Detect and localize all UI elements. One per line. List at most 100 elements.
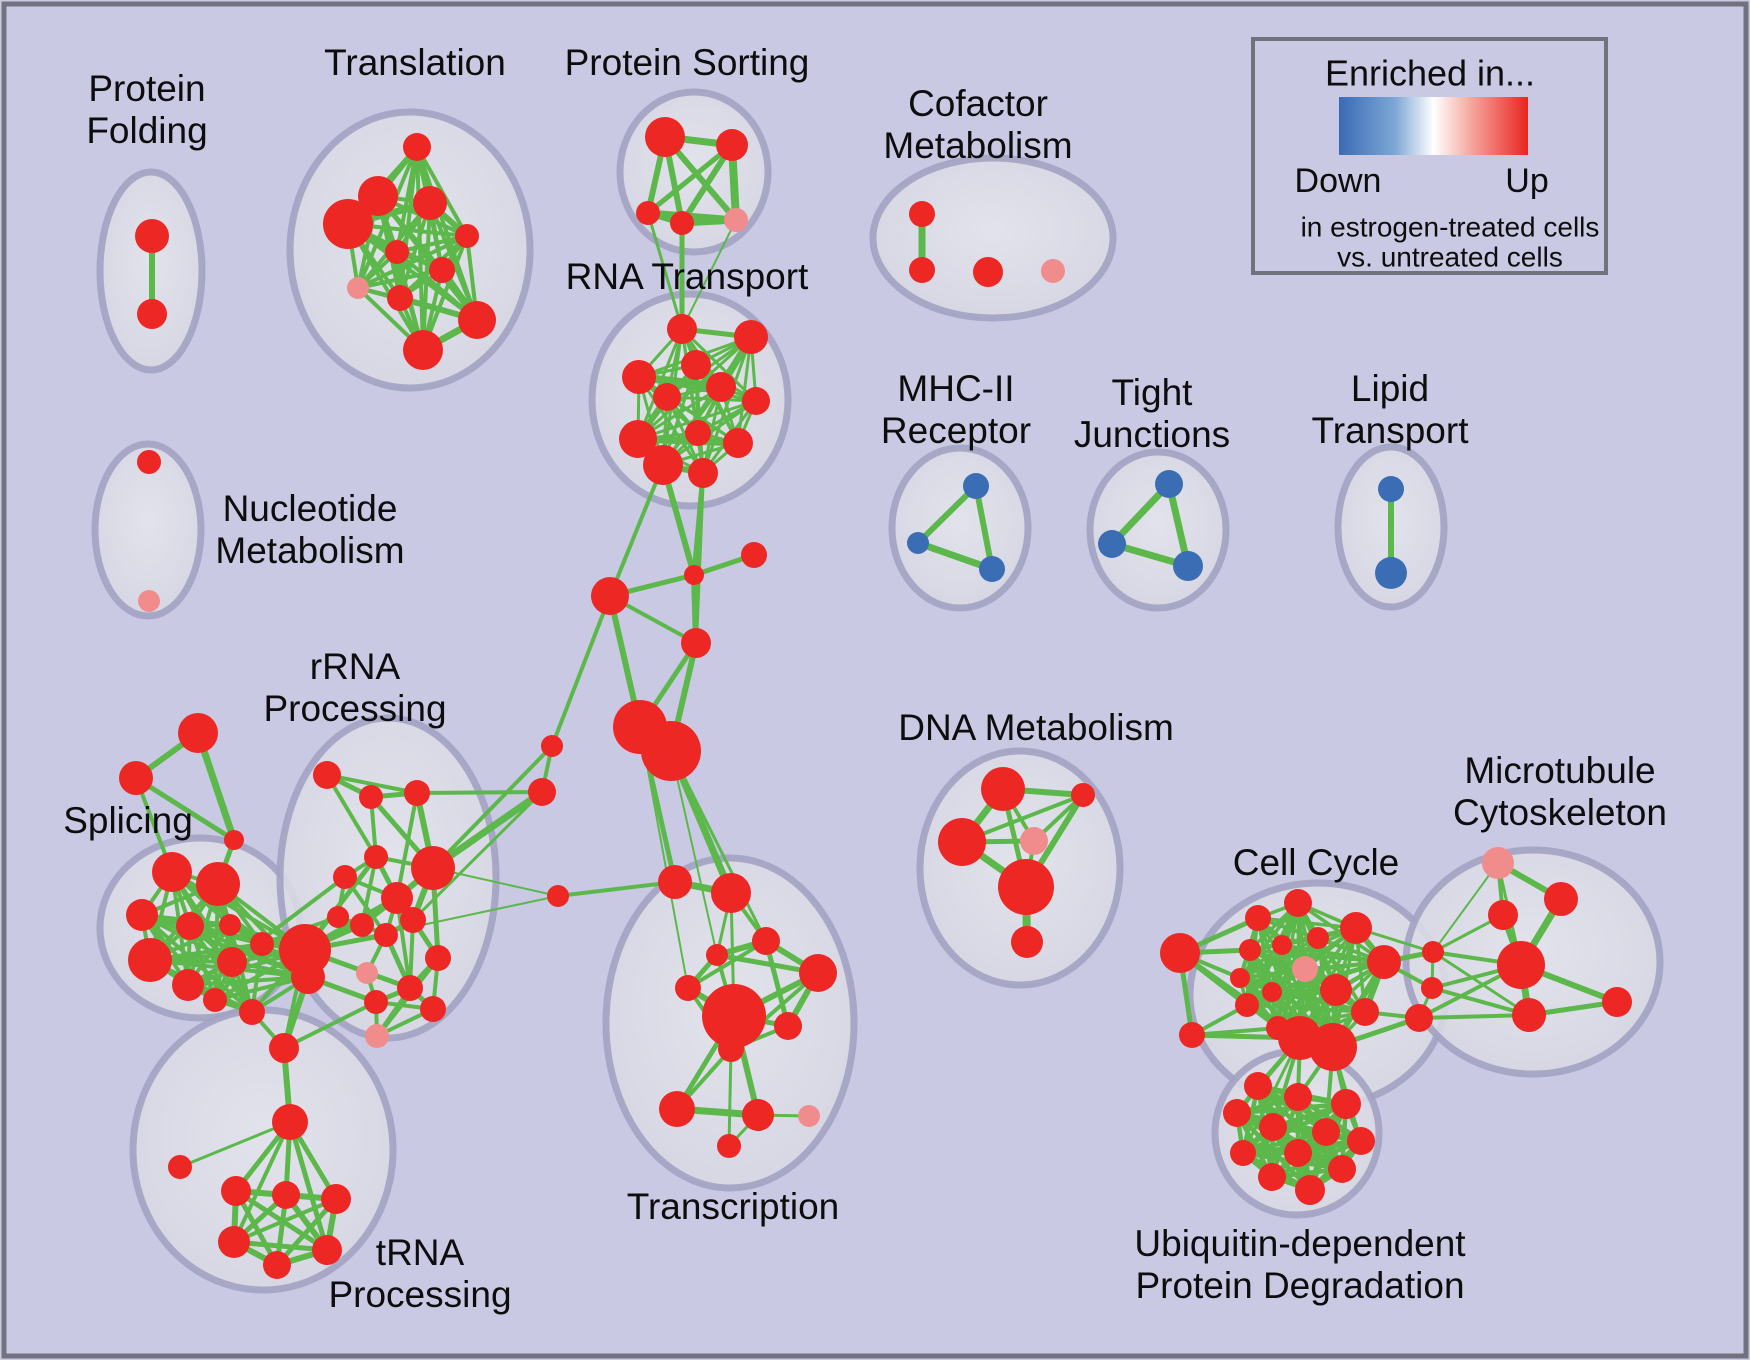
gene-set-node-red [1307, 927, 1329, 949]
cluster-label-dna_metabolism: DNA Metabolism [898, 707, 1174, 748]
gene-set-node-red [119, 761, 153, 795]
gene-set-node-red [203, 988, 227, 1012]
gene-set-node-red [323, 199, 373, 249]
gene-set-node-red [1602, 987, 1632, 1017]
gene-set-node-red [239, 999, 265, 1025]
edge [356, 234, 469, 290]
gene-set-node-blue [1375, 557, 1407, 589]
edge [645, 142, 735, 216]
gene-set-node-pink [1020, 827, 1048, 855]
edge [646, 211, 684, 331]
gene-set-node-red [1235, 993, 1259, 1017]
gene-set-node-red [981, 767, 1025, 811]
edge [736, 335, 753, 445]
cluster-label-translation: Translation [324, 42, 506, 83]
cluster-label-cell_cycle: Cell Cycle [1233, 842, 1400, 883]
gene-set-node-red [279, 924, 331, 976]
edge [282, 1000, 378, 1050]
gene-set-node-red [1259, 1113, 1287, 1141]
gene-set-node-red [218, 1226, 250, 1258]
gene-set-node-red [1497, 941, 1545, 989]
edge [1270, 990, 1367, 1014]
gene-set-node-red [1309, 1023, 1357, 1071]
cluster-ellipse-cofactor_metabolism [869, 154, 1117, 322]
cluster-labels-layer: Protein Folding Translation Protein Sorting… [63, 42, 1667, 1315]
cluster-label-rna_transport: RNA Transport [566, 256, 809, 297]
edge [914, 539, 996, 573]
gene-set-node-red [670, 211, 694, 235]
gene-set-node-red [1488, 900, 1518, 930]
edge [636, 399, 758, 441]
gene-set-node-red [400, 907, 426, 933]
gene-set-node-red [403, 133, 431, 161]
legend: Enriched in... Down Up in estrogen-treat… [1251, 37, 1608, 275]
gene-set-node-red [455, 224, 479, 248]
legend-title: Enriched in... [1325, 53, 1535, 94]
gene-set-node-red [178, 713, 218, 753]
edge [411, 790, 544, 922]
gene-set-node-red [333, 865, 357, 889]
gene-set-node-red [706, 944, 728, 966]
gene-set-node-red [1071, 783, 1095, 807]
gene-set-node-red [1340, 912, 1372, 944]
gene-set-node-red [909, 201, 935, 227]
gene-set-node-red [752, 927, 780, 955]
gene-set-node-red [742, 1099, 774, 1131]
gene-set-node-red [1258, 1163, 1286, 1191]
gene-set-node-red [413, 186, 447, 220]
gene-set-node-red [1272, 935, 1292, 955]
edge [1431, 950, 1531, 1017]
gene-set-node-red [541, 735, 563, 757]
gene-set-node-red [168, 1155, 192, 1179]
gene-set-node-red [636, 201, 660, 225]
gene-set-node-red [137, 299, 167, 329]
gene-set-node-red [685, 420, 711, 446]
gene-set-node-red [1284, 1139, 1312, 1167]
edge [1269, 1138, 1364, 1180]
gene-set-node-red [1405, 1004, 1433, 1032]
cluster-label-cofactor_metabolism: Cofactor Metabolism [883, 83, 1072, 166]
gene-set-node-red [1262, 982, 1282, 1002]
gene-set-node-red [1422, 941, 1444, 963]
edge [681, 219, 737, 330]
gene-set-node-red [706, 372, 736, 402]
edge [915, 483, 979, 546]
cluster-label-transcription: Transcription [627, 1186, 839, 1227]
edge [694, 471, 705, 645]
gene-set-node-pink [138, 590, 160, 612]
edge [727, 1047, 733, 1148]
gene-set-node-pink [798, 1105, 820, 1127]
gene-set-node-red [429, 257, 455, 283]
edge [429, 788, 546, 872]
gene-set-node-red [387, 285, 413, 311]
gene-set-node-red [359, 785, 383, 809]
gene-set-node-red [723, 428, 753, 458]
gene-set-node-blue [907, 532, 929, 554]
legend-subtitle-line1: in estrogen-treated cells [1301, 212, 1600, 243]
edge [232, 1120, 292, 1244]
gene-set-node-red [619, 420, 657, 458]
gene-set-node-red [643, 445, 683, 485]
gene-set-node-red [1160, 933, 1200, 973]
edge [1432, 862, 1499, 953]
edge [669, 749, 768, 943]
gene-set-node-blue [1173, 551, 1203, 581]
cluster-ellipse-trna_processing [129, 1006, 397, 1294]
gene-set-node-red [658, 865, 692, 899]
legend-box [1251, 37, 1608, 275]
gene-set-node-red [1239, 939, 1261, 961]
gene-set-node-red [196, 862, 240, 906]
gene-set-node-red [1230, 1140, 1256, 1166]
gene-set-node-red [1544, 882, 1578, 916]
edge [550, 594, 612, 748]
gene-set-node-red [1284, 889, 1312, 917]
gene-set-node-red [1244, 1072, 1272, 1100]
gene-set-node-red [250, 932, 274, 956]
gene-set-node-pink [356, 962, 378, 984]
gene-set-node-red [1347, 1127, 1375, 1155]
gene-set-node-red [799, 954, 837, 992]
gene-set-node-red [734, 320, 768, 354]
gene-set-node-red [1223, 1099, 1251, 1127]
gene-set-node-red [716, 129, 748, 161]
